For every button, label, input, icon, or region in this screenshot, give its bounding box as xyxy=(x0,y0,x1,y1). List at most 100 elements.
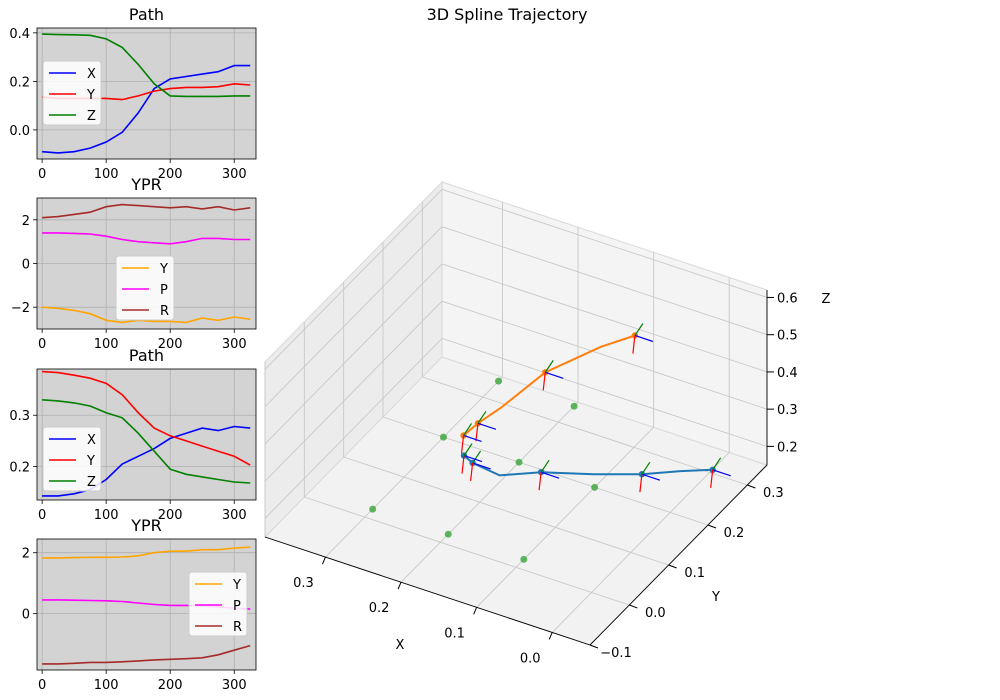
x-tick-label: 300 xyxy=(222,508,247,523)
x-tick-label: 0.3 xyxy=(293,576,314,591)
x-axis-label: X xyxy=(396,638,405,653)
ground-marker xyxy=(495,377,503,385)
frame-x-arrow xyxy=(477,422,497,430)
ground-marker xyxy=(444,530,452,538)
frame-x-arrow xyxy=(641,473,661,481)
legend-label: Y xyxy=(86,88,95,103)
y-gridline xyxy=(304,496,630,606)
legend-label: Z xyxy=(87,109,96,124)
x-tick-label: 300 xyxy=(222,678,247,693)
ground-marker xyxy=(591,483,599,491)
frame-z-arrow xyxy=(477,410,487,424)
series-line-Y xyxy=(42,370,251,466)
frame-z-arrow xyxy=(463,443,473,456)
frame-x-arrow xyxy=(472,462,491,470)
x-tick-label: 100 xyxy=(94,678,119,693)
frame-y-arrow xyxy=(639,474,643,493)
frame-y-arrow xyxy=(460,435,465,454)
y-tick-mark xyxy=(589,644,599,649)
x-tick-label: 100 xyxy=(94,508,119,523)
y-tick-label: 0.3 xyxy=(763,486,784,501)
z-gridline xyxy=(441,263,768,373)
z-gridline xyxy=(264,300,443,482)
y-tick-label: 0.4 xyxy=(9,27,30,42)
subplot-title: YPR xyxy=(130,175,162,194)
series-line-X xyxy=(42,425,251,497)
subplot-title: YPR xyxy=(130,516,162,535)
y-tick-label: 2 xyxy=(22,214,30,229)
subplot-3: 0 100 200 300 0.2 0.3 Path XYZ xyxy=(9,346,257,523)
y-tick-label: 0 xyxy=(22,608,30,623)
series-line-X xyxy=(42,64,251,154)
legend-label: Y xyxy=(159,262,168,277)
y-tick-label: 0.2 xyxy=(724,526,745,541)
y-tick-label: −2 xyxy=(11,301,30,316)
frame-x-arrow xyxy=(634,334,654,343)
series-line-R xyxy=(42,203,251,219)
z-gridline xyxy=(441,337,768,447)
x-tick-label: 300 xyxy=(222,337,247,352)
legend-box xyxy=(42,60,102,126)
z-gridline xyxy=(264,263,443,445)
y-tick-label: 0.2 xyxy=(9,461,30,476)
x-tick-label: 100 xyxy=(94,337,119,352)
legend-box xyxy=(115,255,175,321)
legend-box xyxy=(42,426,102,492)
x-tick-label: 0 xyxy=(38,167,46,182)
ground-marker xyxy=(570,402,578,410)
frame-x-arrow xyxy=(545,371,564,379)
frame-y-arrow xyxy=(632,335,636,354)
frame-z-arrow xyxy=(712,457,722,471)
x-tick-label: 0.2 xyxy=(369,601,390,616)
frame-y-arrow xyxy=(538,472,542,491)
legend-label: Y xyxy=(86,454,95,469)
x-tick-label: 200 xyxy=(158,678,183,693)
x-gridline xyxy=(476,427,654,608)
x-tick-label: 200 xyxy=(158,337,183,352)
subplot-1: 0 100 200 300 0.0 0.2 0.4 Path XYZ xyxy=(9,5,257,182)
legend-label: P xyxy=(233,599,241,614)
y-tick-label: 0.2 xyxy=(9,75,30,90)
series-line-Z xyxy=(42,399,251,484)
legend-label: X xyxy=(87,433,96,448)
z-axis-label: Z xyxy=(822,292,831,307)
z-gridline xyxy=(264,189,443,370)
frame-x-arrow xyxy=(540,471,560,479)
x-tick-label: 0.1 xyxy=(444,626,465,641)
ground-marker xyxy=(515,458,523,466)
x-tick-label: 0 xyxy=(38,678,46,693)
x-axis-line xyxy=(264,536,591,646)
y-tick-label: 0.1 xyxy=(684,566,705,581)
legend-label: Y xyxy=(232,578,241,593)
x-tick-label: 0 xyxy=(38,337,46,352)
y-tick-mark xyxy=(747,484,756,489)
series-line-R xyxy=(42,644,251,665)
y-tick-label: −0.1 xyxy=(600,646,632,661)
legend: XYZ xyxy=(42,60,102,126)
z-gridline xyxy=(441,226,768,336)
y-tick-mark xyxy=(707,524,717,529)
plot-frame xyxy=(36,197,257,330)
subplot-title: Path xyxy=(129,346,164,365)
y-tick-mark xyxy=(668,564,677,569)
z-tick-label: 0.3 xyxy=(777,403,798,418)
frame-z-arrow xyxy=(634,323,644,336)
frame-x-arrow xyxy=(712,469,731,477)
subplot-4: 0 100 200 300 0 2 YPR YPR xyxy=(22,516,257,693)
series-line-Z xyxy=(42,33,251,98)
legend-box xyxy=(188,571,248,637)
legend: YPR xyxy=(115,255,175,321)
y-tick-label: 2 xyxy=(22,547,30,562)
z-tick-label: 0.2 xyxy=(777,440,798,455)
y-gridline xyxy=(422,376,748,486)
series-line-Y xyxy=(42,306,251,324)
x-tick-label: 200 xyxy=(158,508,183,523)
y-tick-label: 0.0 xyxy=(645,606,666,621)
frame-y-arrow xyxy=(470,462,474,481)
ground-marker xyxy=(520,555,528,563)
x-tick-label: 0.0 xyxy=(520,651,541,666)
legend: YPR xyxy=(188,571,248,637)
